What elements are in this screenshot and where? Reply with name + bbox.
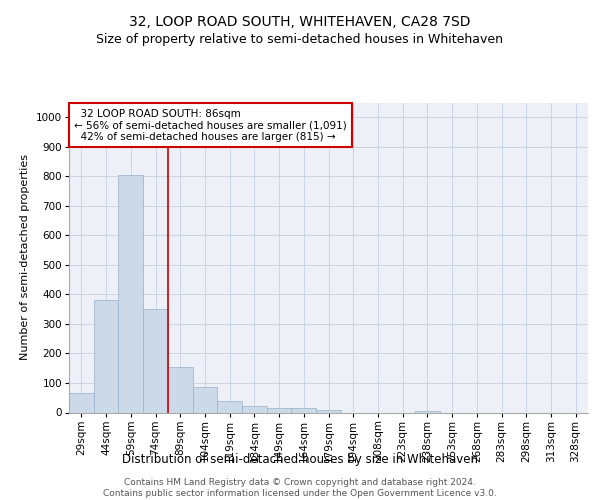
Text: Distribution of semi-detached houses by size in Whitehaven: Distribution of semi-detached houses by …	[122, 452, 478, 466]
Text: Size of property relative to semi-detached houses in Whitehaven: Size of property relative to semi-detach…	[97, 32, 503, 46]
Bar	[168, 366, 193, 412]
Bar	[217, 402, 242, 412]
Bar	[193, 386, 217, 412]
Bar	[242, 406, 267, 412]
Bar	[292, 408, 316, 412]
Bar	[143, 309, 168, 412]
Bar	[316, 410, 341, 412]
Bar	[267, 408, 292, 412]
Bar	[415, 411, 440, 412]
Text: Contains HM Land Registry data © Crown copyright and database right 2024.
Contai: Contains HM Land Registry data © Crown c…	[103, 478, 497, 498]
Y-axis label: Number of semi-detached properties: Number of semi-detached properties	[20, 154, 31, 360]
Text: 32, LOOP ROAD SOUTH, WHITEHAVEN, CA28 7SD: 32, LOOP ROAD SOUTH, WHITEHAVEN, CA28 7S…	[129, 15, 471, 29]
Text: 32 LOOP ROAD SOUTH: 86sqm
← 56% of semi-detached houses are smaller (1,091)
  42: 32 LOOP ROAD SOUTH: 86sqm ← 56% of semi-…	[74, 108, 347, 142]
Bar	[94, 300, 118, 412]
Bar	[118, 175, 143, 412]
Bar	[69, 394, 94, 412]
